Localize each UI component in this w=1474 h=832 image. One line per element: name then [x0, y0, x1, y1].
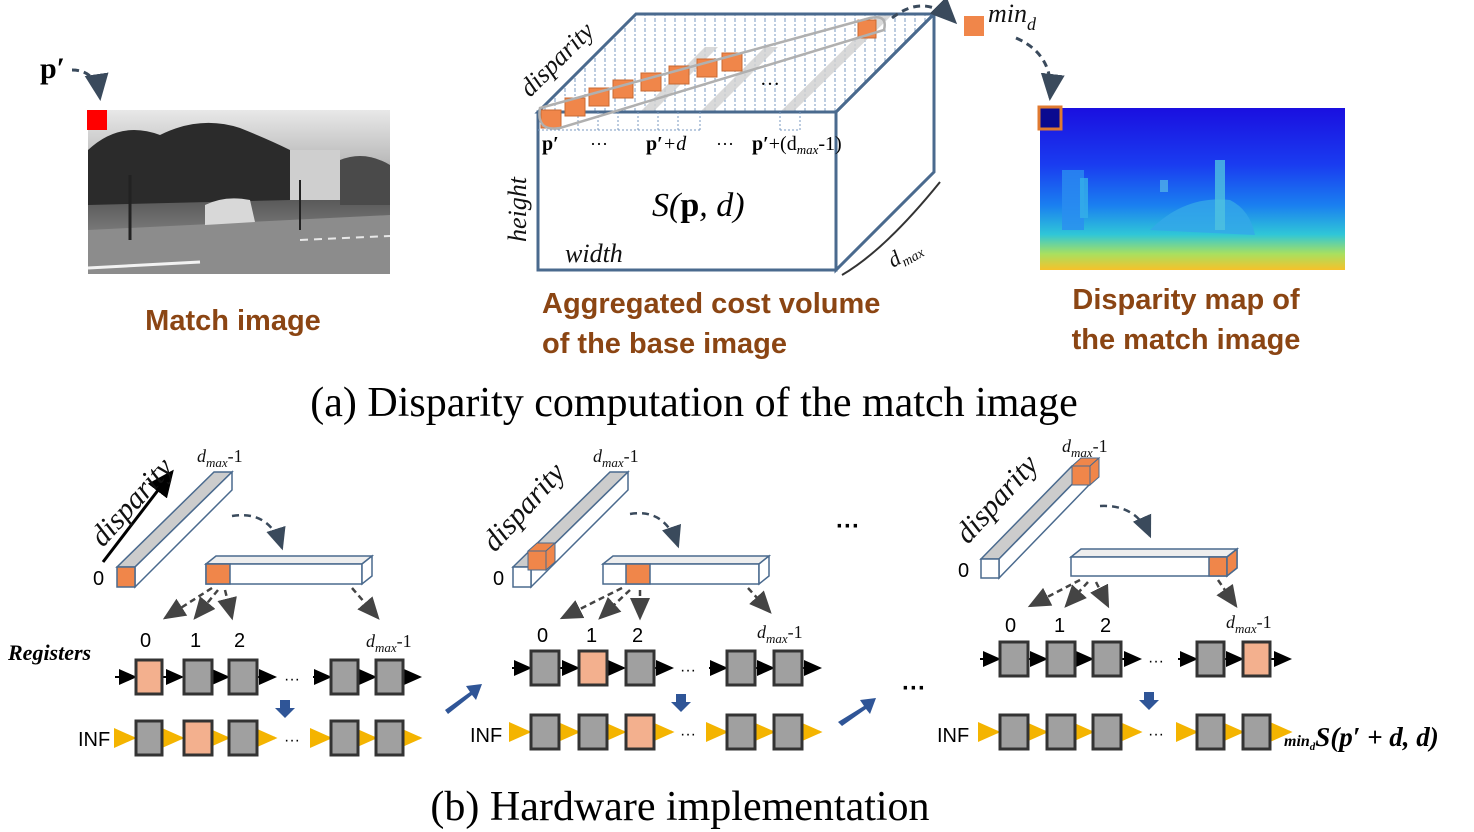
svg-text:0: 0	[493, 568, 504, 590]
svg-text:···: ···	[590, 134, 608, 154]
stage-3: disparity 0 dmax-1 0 1 2 dmax-	[937, 436, 1439, 753]
svg-text:···: ···	[716, 134, 734, 154]
svg-text:dmax: dmax	[883, 233, 928, 276]
stage-ellipsis-bottom: ···	[902, 675, 926, 702]
svg-text:0: 0	[537, 625, 548, 647]
disparity-index-labels: p′ ··· p′+d ··· p′+(dmax-1)	[542, 133, 842, 157]
svg-text:···: ···	[680, 662, 696, 679]
zero-label: 0	[93, 568, 104, 590]
registers-label: Registers	[7, 640, 91, 665]
min-label: mind	[988, 0, 1037, 34]
dmax-label: dmax-1	[197, 446, 243, 470]
svg-text:INF: INF	[937, 725, 969, 747]
cost-volume: …	[534, 10, 938, 274]
panel-b: disparity 0 dmax-1 0 1 2 dmax-1	[7, 436, 1439, 830]
stage-2: disparity 0 dmax-1 0 1 2 dmax-1	[470, 446, 823, 751]
svg-text:0: 0	[958, 560, 969, 582]
dmax-brace	[841, 181, 941, 276]
disparity-axis-arrow	[101, 469, 174, 563]
svg-text:···: ···	[284, 732, 300, 749]
svg-text:1: 1	[190, 630, 201, 652]
cost-volume-label-1: Aggregated cost volume	[542, 288, 880, 320]
svg-text:INF: INF	[470, 725, 502, 747]
svg-text:dmax-1: dmax-1	[1226, 612, 1272, 636]
svg-text:dmax-1: dmax-1	[1062, 436, 1108, 460]
svg-text:1: 1	[586, 625, 597, 647]
disparity-map-label-2: the match image	[1072, 324, 1301, 356]
min-arrow-out	[1015, 36, 1065, 101]
stage-1: disparity 0 dmax-1 0 1 2 dmax-1	[7, 446, 423, 757]
output-min-label: mindS(p′ + d, d)	[1284, 722, 1439, 753]
panel-a: p′ Match image	[40, 0, 1345, 426]
svg-text:···: ···	[1148, 726, 1164, 743]
svg-text:2: 2	[234, 630, 245, 652]
svg-text:dmax-1: dmax-1	[757, 622, 803, 646]
svg-text:p′: p′	[542, 133, 559, 155]
svg-text:dmax-1: dmax-1	[366, 631, 412, 655]
stage-transition-arrow-1	[445, 684, 482, 714]
red-pixel-marker	[87, 110, 107, 130]
volume-ellipsis: …	[760, 68, 780, 90]
inf-label: INF	[78, 729, 110, 751]
svg-text:0: 0	[1005, 615, 1016, 637]
p-prime-label: p′	[40, 52, 65, 85]
disparity-map	[1040, 108, 1345, 270]
stage-ellipsis-top: ···	[836, 513, 860, 540]
svg-text:···: ···	[284, 671, 300, 688]
match-image-label: Match image	[145, 305, 321, 337]
min-orange-cell	[964, 16, 984, 36]
cost-volume-label-2: of the base image	[542, 328, 787, 360]
svg-text:dmax-1: dmax-1	[593, 446, 639, 470]
svg-text:1: 1	[1054, 615, 1065, 637]
caption-a: (a) Disparity computation of the match i…	[310, 380, 1077, 426]
min-arrow-in	[891, 0, 958, 25]
match-image	[87, 110, 391, 274]
svg-text:···: ···	[680, 726, 696, 743]
caption-b: (b) Hardware implementation	[430, 784, 929, 830]
axis-dmax-label: dmax	[883, 233, 928, 276]
axis-height-label: height	[503, 176, 532, 242]
stage-transition-arrow-2	[838, 698, 876, 726]
svg-text:p′+d: p′+d	[646, 133, 687, 155]
cost-formula: S(p, d)	[652, 187, 745, 224]
disparity-map-marker	[1037, 105, 1063, 131]
svg-text:p′+(dmax-1): p′+(dmax-1)	[752, 133, 842, 157]
axis-width-label: width	[565, 239, 623, 268]
svg-text:2: 2	[1100, 615, 1111, 637]
disparity-map-label-1: Disparity map of	[1072, 284, 1300, 316]
svg-text:0: 0	[140, 630, 151, 652]
p-prime-arrow	[71, 68, 109, 101]
svg-text:2: 2	[632, 625, 643, 647]
svg-text:···: ···	[1148, 653, 1164, 670]
